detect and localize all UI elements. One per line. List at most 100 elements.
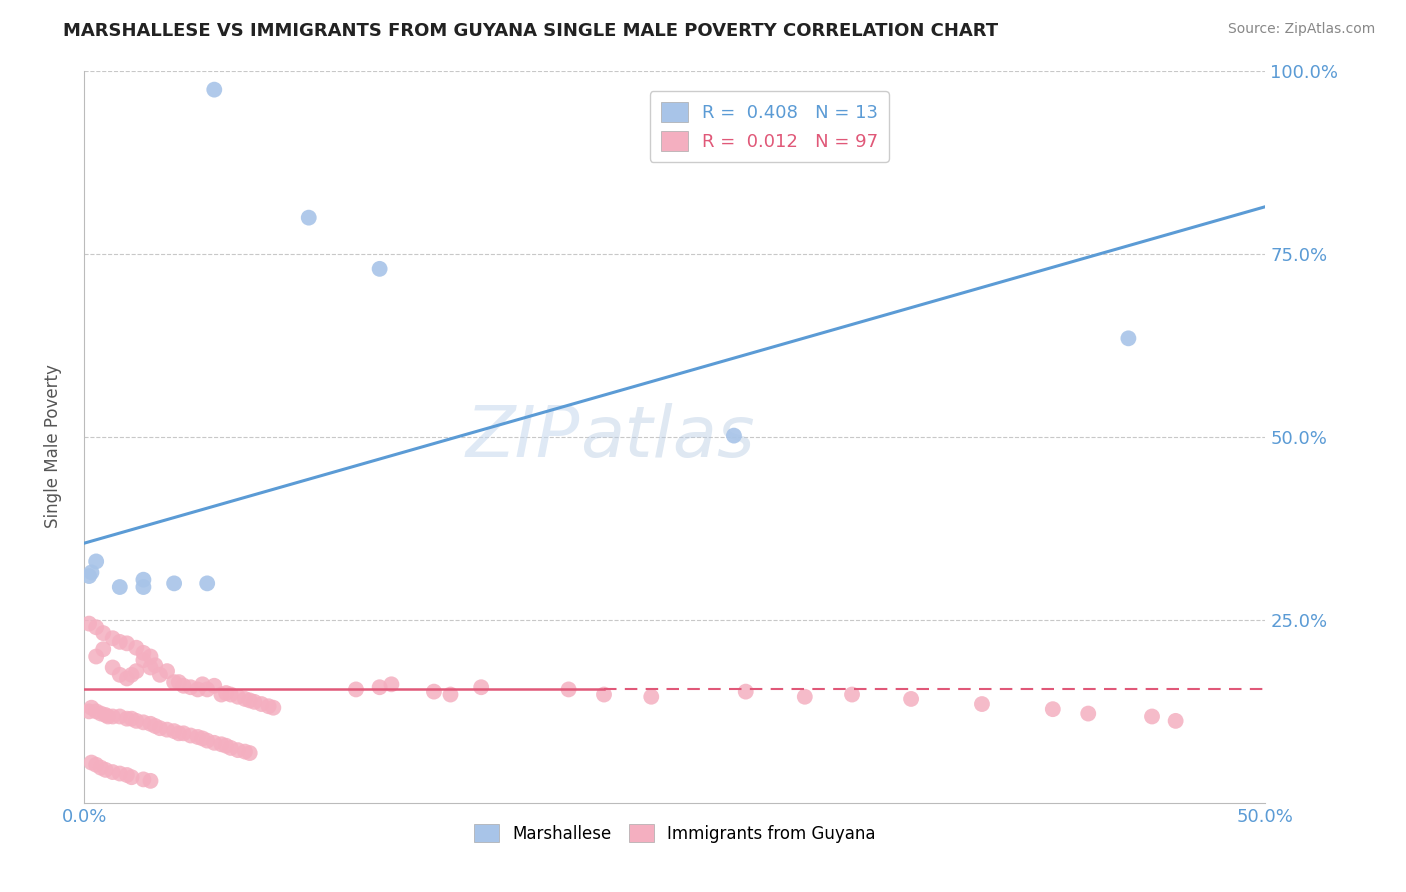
Point — [219, 740, 242, 755]
Point — [121, 712, 143, 726]
Point — [91, 626, 114, 640]
Point — [298, 211, 321, 225]
Point — [233, 745, 256, 759]
Point — [1118, 331, 1140, 345]
Point — [108, 580, 131, 594]
Point — [163, 675, 186, 690]
Point — [101, 765, 124, 780]
Point — [115, 712, 138, 726]
Point — [239, 746, 262, 760]
Point — [202, 736, 225, 750]
Point — [132, 653, 155, 667]
Point — [262, 700, 284, 714]
Point — [149, 667, 172, 681]
Point — [593, 688, 616, 702]
Point — [115, 636, 138, 650]
Point — [470, 680, 492, 694]
Point — [143, 719, 166, 733]
Point — [125, 714, 148, 728]
Point — [219, 688, 242, 702]
Point — [191, 677, 214, 691]
Point — [1042, 702, 1064, 716]
Point — [156, 664, 179, 678]
Point — [195, 576, 218, 591]
Point — [1164, 714, 1187, 728]
Point — [202, 83, 225, 97]
Point — [257, 699, 280, 714]
Point — [77, 616, 100, 631]
Point — [115, 672, 138, 686]
Point — [101, 632, 124, 646]
Text: ZIP: ZIP — [465, 402, 581, 472]
Point — [108, 635, 131, 649]
Point — [108, 667, 131, 681]
Point — [121, 770, 143, 784]
Point — [841, 688, 863, 702]
Text: Source: ZipAtlas.com: Source: ZipAtlas.com — [1227, 22, 1375, 37]
Point — [115, 768, 138, 782]
Point — [423, 684, 446, 698]
Point — [723, 428, 745, 442]
Text: atlas: atlas — [581, 402, 755, 472]
Point — [139, 660, 162, 674]
Point — [149, 721, 172, 735]
Point — [121, 667, 143, 681]
Point — [132, 772, 155, 787]
Point — [640, 690, 662, 704]
Point — [793, 690, 815, 704]
Point — [125, 664, 148, 678]
Point — [77, 569, 100, 583]
Point — [1140, 709, 1163, 723]
Point — [156, 723, 179, 737]
Point — [970, 697, 993, 711]
Point — [163, 576, 186, 591]
Point — [243, 695, 266, 709]
Point — [734, 684, 756, 698]
Point — [163, 724, 186, 739]
Point — [439, 688, 461, 702]
Point — [215, 739, 238, 753]
Point — [209, 688, 232, 702]
Point — [368, 680, 391, 694]
Point — [97, 709, 120, 723]
Point — [101, 709, 124, 723]
Point — [239, 693, 262, 707]
Point — [226, 690, 249, 704]
Point — [139, 649, 162, 664]
Point — [143, 658, 166, 673]
Point — [132, 646, 155, 660]
Point — [202, 679, 225, 693]
Point — [195, 733, 218, 747]
Point — [90, 761, 112, 775]
Point — [191, 731, 214, 746]
Point — [173, 726, 195, 740]
Point — [80, 756, 103, 770]
Point — [187, 730, 209, 744]
Point — [250, 697, 273, 711]
Point — [557, 682, 579, 697]
Point — [90, 706, 112, 721]
Point — [209, 737, 232, 751]
Point — [139, 773, 162, 788]
Point — [187, 682, 209, 697]
Point — [84, 554, 107, 568]
Point — [180, 680, 202, 694]
Point — [167, 675, 190, 690]
Point — [80, 566, 103, 580]
Point — [80, 700, 103, 714]
Legend: Marshallese, Immigrants from Guyana: Marshallese, Immigrants from Guyana — [468, 817, 882, 849]
Point — [173, 679, 195, 693]
Text: Single Male Poverty: Single Male Poverty — [45, 364, 62, 528]
Point — [139, 716, 162, 731]
Point — [380, 677, 402, 691]
Point — [180, 729, 202, 743]
Point — [132, 580, 155, 594]
Point — [132, 715, 155, 730]
Point — [195, 682, 218, 697]
Point — [226, 743, 249, 757]
Point — [167, 726, 190, 740]
Point — [900, 692, 922, 706]
Point — [94, 708, 117, 723]
Point — [132, 573, 155, 587]
Point — [125, 640, 148, 655]
